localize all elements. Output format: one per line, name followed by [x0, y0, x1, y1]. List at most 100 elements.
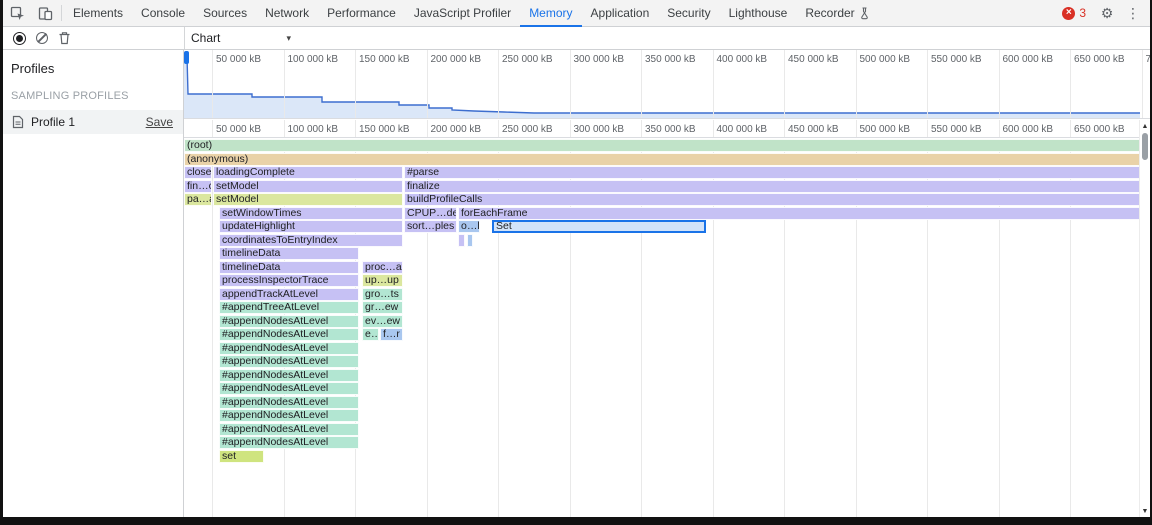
flame-block[interactable]: #appendNodesAtLevel — [219, 341, 359, 355]
flame-block[interactable]: #appendNodesAtLevel — [219, 314, 359, 328]
record-heap-button[interactable] — [13, 31, 26, 45]
ruler-tick-label: 150 000 kB — [359, 124, 410, 135]
view-mode-select[interactable]: Chart ▾ — [191, 29, 295, 47]
flame-block[interactable]: timelineData — [219, 260, 359, 274]
tab-recorder[interactable]: Recorder — [796, 0, 878, 26]
flame-block[interactable]: (anonymous) — [184, 152, 1140, 166]
flame-block[interactable]: loadingComplete — [213, 166, 403, 179]
flame-block[interactable]: setModel — [213, 179, 403, 193]
flame-block[interactable]: timelineData — [219, 247, 359, 260]
flame-block[interactable]: #appendNodesAtLevel — [219, 368, 359, 382]
flame-block[interactable]: #parse — [404, 166, 1140, 179]
tab-performance[interactable]: Performance — [318, 0, 405, 26]
bottom-edge — [3, 517, 1150, 525]
ruler-tick-label: 250 000 kB — [502, 54, 553, 65]
console-error-badge[interactable]: × 3 — [1054, 6, 1094, 20]
scroll-down-icon[interactable]: ▼ — [1141, 507, 1149, 515]
flame-block[interactable] — [467, 233, 473, 247]
flame-block[interactable]: buildProfileCalls — [404, 193, 1140, 206]
tab-console[interactable]: Console — [132, 0, 194, 26]
profile-list-item[interactable]: Profile 1 Save — [3, 110, 183, 134]
flame-block[interactable]: f…r — [380, 328, 403, 341]
vertical-scrollbar[interactable]: ▲ ▼ — [1139, 120, 1150, 517]
flame-block[interactable]: finalize — [404, 179, 1140, 193]
inspect-element-glyph — [10, 6, 24, 20]
flame-block[interactable]: #appendTreeAtLevel — [219, 301, 359, 314]
ruler-tick-label: 150 000 kB — [359, 54, 410, 65]
flame-block[interactable]: setModel — [213, 193, 403, 206]
flame-block[interactable]: pa…at — [184, 193, 212, 206]
ruler-tick-label: 100 000 kB — [287, 124, 339, 135]
flame-block[interactable]: #appendNodesAtLevel — [219, 409, 359, 422]
flame-block[interactable]: updateHighlight — [219, 220, 403, 233]
tab-label: Console — [141, 6, 186, 20]
tab-lighthouse[interactable]: Lighthouse — [720, 0, 797, 26]
scroll-up-icon[interactable]: ▲ — [1141, 122, 1149, 130]
flame-block[interactable]: gro…ts — [362, 287, 403, 301]
tab-network[interactable]: Network — [256, 0, 318, 26]
ruler-tick-label: 250 000 kB — [502, 124, 553, 135]
memory-overview[interactable]: 50 000 kB 100 000 kB 150 000 kB 200 000 kB 2… — [184, 50, 1150, 119]
error-count: 3 — [1079, 6, 1086, 20]
flame-block[interactable]: fin…ce — [184, 179, 212, 193]
flame-block[interactable]: set — [219, 449, 264, 463]
flame-block[interactable]: ev…ew — [362, 314, 403, 328]
tab-security[interactable]: Security — [658, 0, 719, 26]
kebab-menu-icon[interactable]: ⋮ — [1126, 4, 1140, 21]
flame-block[interactable]: #appendNodesAtLevel — [219, 436, 359, 449]
tab-sources[interactable]: Sources — [194, 0, 256, 26]
flame-block[interactable]: #appendNodesAtLevel — [219, 355, 359, 368]
tab-javascript-profiler[interactable]: JavaScript Profiler — [405, 0, 520, 26]
range-selector-handle[interactable] — [184, 51, 189, 64]
tab-memory[interactable]: Memory — [520, 0, 582, 27]
inspect-element-icon[interactable] — [3, 0, 31, 26]
gridline — [212, 139, 213, 517]
flame-block[interactable]: proc…ata — [362, 260, 403, 274]
flame-block[interactable] — [458, 233, 465, 247]
tab-label: Sources — [203, 6, 248, 20]
save-profile-link[interactable]: Save — [145, 115, 173, 129]
tab-label: Lighthouse — [728, 6, 788, 20]
flame-block[interactable]: e… — [362, 328, 379, 341]
flame-block[interactable]: CPUP…del — [404, 206, 457, 220]
gridline — [569, 139, 571, 517]
flame-block-selected[interactable]: Set — [492, 220, 706, 233]
ruler-tick-label: 450 000 kB — [788, 54, 839, 65]
sampling-profiles-label: SAMPLING PROFILES — [11, 90, 129, 102]
gridline — [927, 139, 928, 517]
flame-block[interactable]: #appendNodesAtLevel — [219, 422, 359, 436]
flame-block[interactable]: forEachFrame — [458, 206, 1140, 220]
flame-block[interactable]: o…k — [458, 220, 480, 233]
flame-block[interactable]: #appendNodesAtLevel — [219, 382, 359, 395]
flame-block[interactable]: gr…ew — [362, 301, 403, 314]
experiment-flask-icon — [860, 6, 868, 19]
flame-block[interactable]: up…up — [362, 274, 403, 287]
flame-chart[interactable]: (root) (anonymous) close loadingComplete #pa… — [184, 139, 1150, 517]
ruler-tick-label: 500 000 kB — [859, 124, 911, 135]
tab-label: Network — [265, 6, 310, 20]
flame-block[interactable]: close — [184, 166, 212, 179]
device-toolbar-icon[interactable] — [31, 0, 59, 26]
tab-elements[interactable]: Elements — [64, 0, 132, 26]
flame-block[interactable]: (root) — [184, 139, 1140, 152]
settings-gear-icon[interactable]: ⚙ — [1100, 4, 1114, 21]
tabbar-right-controls: × 3 ⚙ ⋮ — [1054, 0, 1150, 26]
flame-block[interactable]: #appendNodesAtLevel — [219, 395, 359, 409]
flame-block[interactable]: coordinatesToEntryIndex — [219, 233, 403, 247]
flame-block[interactable]: setWindowTimes — [219, 206, 403, 220]
flame-block[interactable]: appendTrackAtLevel — [219, 287, 359, 301]
ruler-tick-label: 350 000 kB — [645, 124, 696, 135]
flame-block[interactable]: #appendNodesAtLevel — [219, 328, 359, 341]
profile-name: Profile 1 — [31, 115, 76, 129]
tab-application[interactable]: Application — [582, 0, 659, 26]
delete-profile-button[interactable] — [58, 31, 71, 45]
ruler-tick-label: 200 000 kB — [430, 54, 482, 65]
scrollbar-thumb[interactable] — [1142, 133, 1148, 160]
clear-profiles-button[interactable] — [36, 32, 48, 44]
ruler-tick-label: 650 000 kB — [1074, 124, 1125, 135]
gridline — [998, 120, 1000, 137]
flame-block[interactable]: sort…ples — [404, 220, 457, 233]
gridline — [569, 120, 571, 137]
flame-block[interactable]: processInspectorTrace — [219, 274, 359, 287]
ruler-tick-label: 100 000 kB — [287, 54, 339, 65]
